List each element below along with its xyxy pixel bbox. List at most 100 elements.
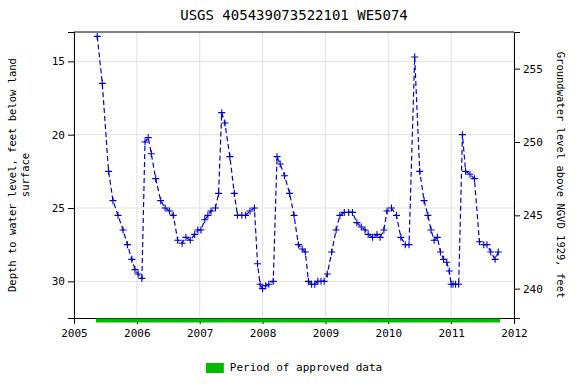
marker [380,227,387,234]
marker [170,212,177,219]
legend-label: Period of approved data [230,361,382,374]
y2-axis: 240245250255 [514,33,543,319]
tick-label: 2005 [61,327,88,340]
marker [115,212,122,219]
marker [145,134,152,141]
marker [242,212,249,219]
marker [302,249,309,256]
marker [221,119,228,126]
marker [388,205,395,212]
tick: 245 [514,209,543,222]
marker [467,171,474,178]
marker [487,249,494,256]
marker [471,175,478,182]
marker [142,139,149,146]
marker [270,278,277,285]
marker [201,216,208,223]
tick: 30 [52,275,74,288]
axis-line [68,33,75,319]
grid-line [325,32,326,318]
marker [212,205,219,212]
tick-label: 2012 [501,327,528,340]
marker [495,249,502,256]
marker [424,212,431,219]
marker [324,271,331,278]
marker [291,212,298,219]
marker [411,53,418,60]
marker [218,109,225,116]
y-axis-label-line: surface [19,153,31,197]
marker [231,190,238,197]
tick-mark [68,208,74,209]
tick-mark [514,215,520,216]
grid-line [74,281,514,282]
tick-mark [514,69,520,70]
axis-line [75,319,515,325]
y-axis: 15 20 25 30 [52,33,75,319]
marker [377,234,384,241]
marker [128,256,135,263]
marker [416,168,423,175]
tick-mark [68,61,74,62]
marker [353,219,360,226]
legend: Period of approved data [206,361,382,374]
marker [105,168,112,175]
marker [455,281,462,288]
marker [483,241,490,248]
tick-label: 2006 [124,327,151,340]
marker [286,190,293,197]
marker [187,237,194,244]
marker [94,33,101,40]
marker [349,209,356,216]
grid-line [136,32,137,318]
grid-line [74,61,514,62]
tick-label: 25 [52,202,65,215]
grid-line [388,32,389,318]
grid-line [199,32,200,318]
tick-label: 250 [523,136,543,149]
tick-mark [68,281,74,282]
tick: 2005 [61,318,88,340]
marker [251,205,258,212]
legend-swatch [206,363,224,373]
marker [437,249,444,256]
marker [393,212,400,219]
marker [157,197,164,204]
tick: 20 [52,129,74,142]
marker [397,234,404,241]
marker [281,172,288,179]
marker [215,190,222,197]
marker [166,207,173,214]
tick-label: 2008 [250,327,276,340]
tick-label: 255 [523,63,543,76]
marker [254,260,261,267]
marker [406,241,413,248]
approved-period-bar [96,319,500,323]
grid [74,32,514,318]
tick-label: 2007 [187,327,214,340]
markers [94,33,502,292]
marker [131,266,138,273]
axis-line [515,33,521,319]
tick-label: 245 [523,209,543,222]
tick-label: 2011 [438,327,465,340]
tick-mark [514,142,520,143]
y-axis-label: Depth to water level, feet below landsur… [6,58,31,292]
marker [428,227,435,234]
marker [446,268,453,275]
tick: 15 [52,55,74,68]
tick-label: 2009 [313,327,340,340]
marker [443,259,450,266]
x-axis: 20052006200720082009201020112012 [61,318,528,340]
marker [333,227,340,234]
marker [362,227,369,234]
y-axis-label-line: Depth to water level, feet below land [6,58,18,292]
grid-line [262,32,263,318]
tick: 25 [52,202,74,215]
tick-mark [68,135,74,136]
marker [109,197,116,204]
marker [124,241,131,248]
marker [179,240,186,247]
tick-label: 30 [52,275,65,288]
marker [262,282,269,289]
